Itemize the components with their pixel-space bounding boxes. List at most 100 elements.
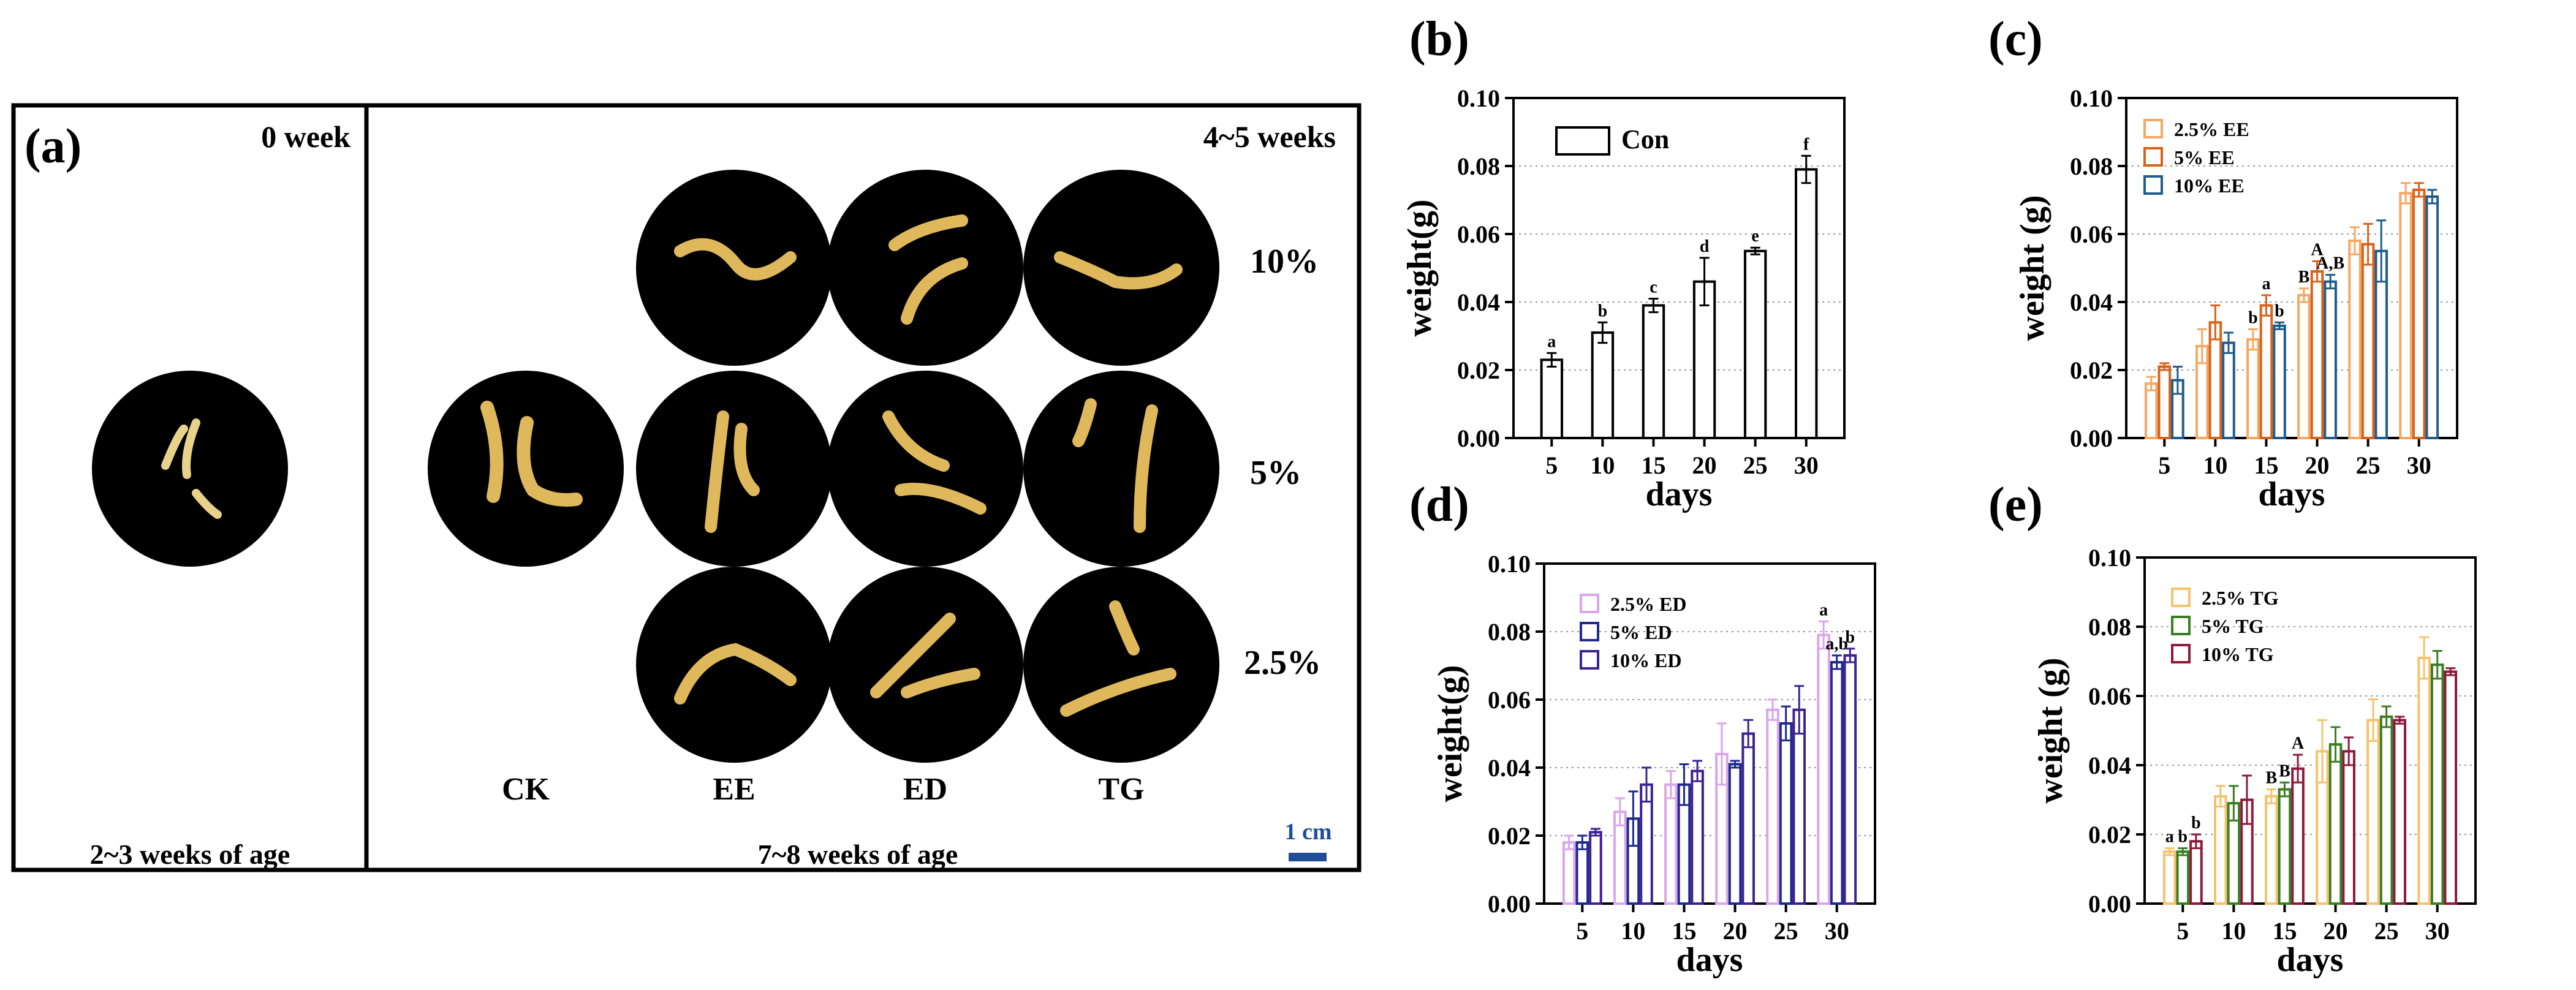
larvae-dish-ee-2-5 bbox=[636, 567, 832, 763]
legend-label: Con bbox=[1621, 124, 1669, 154]
panel-e-x-axis-title: days bbox=[2277, 941, 2344, 979]
x-tick-label: 10 bbox=[2203, 452, 2227, 479]
bar bbox=[1692, 280, 1716, 440]
bar bbox=[1728, 763, 1742, 905]
legend-swatch bbox=[2143, 119, 2163, 138]
legend-swatch bbox=[2143, 147, 2163, 167]
x-tick-label: 30 bbox=[1825, 917, 1849, 945]
legend-label: 5% ED bbox=[1610, 621, 1672, 643]
bar bbox=[1575, 841, 1589, 905]
panel-c-label: (c) bbox=[1988, 12, 2043, 66]
x-tick-label: 20 bbox=[2305, 452, 2330, 479]
legend-label: 5% EE bbox=[2174, 146, 2235, 168]
significance-letter: A bbox=[2292, 734, 2305, 753]
bar bbox=[2366, 719, 2380, 905]
x-tick-label: 10 bbox=[2221, 917, 2246, 945]
plot-frame bbox=[1512, 97, 1846, 439]
bar bbox=[1743, 249, 1767, 439]
legend-label: 2.5% TG bbox=[2202, 587, 2279, 609]
y-tick-label: 0.08 bbox=[2088, 613, 2131, 641]
x-tick-label: 20 bbox=[2324, 917, 2348, 945]
bar bbox=[2393, 719, 2407, 905]
bar bbox=[1817, 633, 1830, 905]
significance-letter: a bbox=[2262, 274, 2270, 293]
panel-d-x-axis-title: days bbox=[1676, 941, 1743, 979]
bar bbox=[1766, 708, 1779, 905]
significance-letter: A bbox=[2311, 240, 2324, 259]
significance-letter: f bbox=[1803, 135, 1809, 154]
larvae-dish-ed-2-5 bbox=[827, 567, 1023, 763]
bar bbox=[2213, 795, 2227, 905]
y-tick-label: 0.10 bbox=[2070, 85, 2113, 112]
bar bbox=[2144, 382, 2158, 440]
y-tick-label: 0.06 bbox=[1488, 686, 1531, 714]
panel-e-chart: (e) 0.00 0.02 0.04 0.06 0.08 0.10 5 a bb 10 15 B BA 20… bbox=[1988, 478, 2477, 979]
x-tick-label: 30 bbox=[1794, 452, 1819, 479]
x-tick-label: 10 bbox=[1621, 917, 1645, 945]
bar bbox=[2348, 240, 2362, 439]
legend-swatch bbox=[2171, 644, 2191, 663]
y-tick-label: 0.00 bbox=[1457, 425, 1500, 452]
plot-frame bbox=[2143, 556, 2477, 905]
significance-letter: a bbox=[1819, 600, 1828, 619]
bar bbox=[2361, 243, 2375, 439]
legend-label: 10% EE bbox=[2174, 175, 2245, 197]
x-tick-label: 15 bbox=[1672, 917, 1696, 945]
significance-letter: b bbox=[2275, 301, 2284, 320]
age-4-5-weeks-label: 4~5 weeks bbox=[1203, 119, 1336, 154]
bar bbox=[2342, 750, 2355, 905]
y-tick-label: 0.08 bbox=[2070, 153, 2113, 180]
panel-d-chart: (d) 0.00 0.02 0.04 0.06 0.08 0.10 5 10 15 20 25 30 aa… bbox=[1409, 478, 1876, 979]
legend-label: 5% TG bbox=[2202, 615, 2264, 637]
bar bbox=[1591, 331, 1615, 440]
legend-swatch bbox=[1580, 650, 1599, 670]
bar bbox=[1779, 722, 1793, 905]
x-tick-label: 20 bbox=[1692, 452, 1717, 479]
bar bbox=[2379, 715, 2393, 905]
y-tick-label: 0.00 bbox=[1488, 890, 1531, 918]
larvae-dish-tg-5 bbox=[1023, 371, 1219, 567]
y-tick-label: 0.06 bbox=[2088, 682, 2131, 710]
x-tick-label: 5 bbox=[1576, 917, 1588, 945]
panel-b-chart: (b) 0.00 0.02 0.04 0.06 0.08 0.10 5 a 10 b 15 c 20 d 25… bbox=[1401, 12, 1846, 513]
y-tick-label: 0.04 bbox=[2088, 752, 2131, 779]
larvae-dish-tg-10 bbox=[1023, 170, 1219, 366]
bar bbox=[2444, 670, 2458, 905]
significance-letter: A,B bbox=[2316, 254, 2344, 273]
larvae-dish-initial bbox=[92, 371, 288, 567]
bar bbox=[2278, 788, 2292, 905]
panel-a-photo-plate: (a) 0 week 2~3 weeks of age 4~5 weeks 7~… bbox=[11, 103, 1362, 872]
y-tick-label: 0.06 bbox=[1457, 221, 1500, 248]
legend-label: 2.5% ED bbox=[1610, 593, 1686, 615]
significance-letter: B bbox=[2298, 268, 2310, 287]
bar bbox=[2412, 188, 2426, 439]
significance-letter: a bbox=[2165, 828, 2174, 847]
y-tick-label: 0.00 bbox=[2070, 425, 2113, 452]
bar bbox=[2246, 338, 2260, 439]
bar bbox=[1843, 654, 1857, 905]
legend-label: 2.5% EE bbox=[2174, 118, 2249, 140]
bar bbox=[1540, 358, 1564, 439]
significance-letter: b bbox=[2178, 828, 2188, 847]
significance-letter: e bbox=[1751, 227, 1759, 246]
legend-label: 10% ED bbox=[1610, 649, 1681, 671]
larvae-dish-tg-2-5 bbox=[1023, 567, 1219, 763]
panel-c-y-axis-title: weight (g) bbox=[2013, 195, 2051, 341]
scale-bar bbox=[1289, 853, 1327, 861]
row-label-5: 5% bbox=[1250, 454, 1301, 492]
bar bbox=[1642, 304, 1665, 439]
significance-letter: b bbox=[1846, 628, 1855, 647]
significance-letter: c bbox=[1650, 278, 1657, 297]
y-tick-label: 0.06 bbox=[2070, 221, 2113, 248]
x-tick-label: 30 bbox=[2407, 452, 2431, 479]
larvae-dish-ee-10 bbox=[636, 170, 832, 366]
significance-letter: b bbox=[2191, 814, 2201, 833]
larvae-dish-ck bbox=[428, 371, 624, 567]
bar bbox=[1741, 732, 1755, 905]
bar bbox=[1664, 783, 1678, 905]
x-tick-label: 25 bbox=[1743, 452, 1768, 479]
y-tick-label: 0.04 bbox=[1457, 289, 1500, 316]
col-label-tg: TG bbox=[1098, 772, 1144, 807]
significance-letter: d bbox=[1700, 237, 1710, 256]
